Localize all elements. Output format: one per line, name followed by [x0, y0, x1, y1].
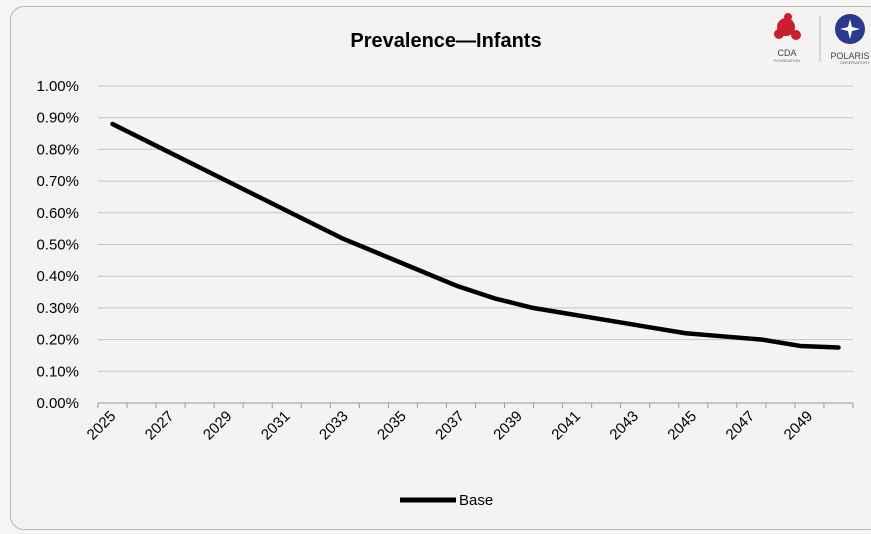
polaris-logo-subtext: OBSERVATORY — [840, 60, 870, 65]
x-tick-label: 2045 — [664, 408, 700, 444]
x-tick-label: 2037 — [432, 408, 468, 444]
cda-logo-text: CDA — [777, 48, 796, 58]
x-tick-label: 2029 — [200, 408, 236, 444]
cda-logo-subtext: FOUNDATION — [774, 58, 800, 63]
x-tick-label: 2043 — [606, 408, 642, 444]
legend: Base — [400, 492, 493, 509]
y-tick-label: 0.20% — [36, 332, 79, 349]
gridlines — [98, 85, 853, 372]
x-tick-label: 2041 — [548, 408, 584, 444]
y-tick-label: 0.40% — [36, 268, 79, 285]
y-tick-label: 1.00% — [36, 78, 79, 95]
chart-frame — [10, 6, 871, 530]
cda-foundation-logo: CDA FOUNDATION — [774, 13, 801, 63]
x-tick-label: 2035 — [374, 408, 410, 444]
y-tick-label: 0.70% — [36, 173, 79, 190]
x-tick-label: 2039 — [490, 408, 526, 444]
polaris-observatory-logo: POLARIS OBSERVATORY — [830, 14, 870, 65]
cda-logo-mark-dot — [791, 30, 801, 40]
y-axis-ticks: 0.00% 0.10% 0.20% 0.30% 0.40% 0.50% 0.60% 0.70%… — [36, 78, 79, 412]
x-tick-label: 2031 — [258, 408, 294, 444]
y-tick-label: 0.60% — [36, 205, 79, 222]
y-tick-label: 0.10% — [36, 363, 79, 380]
y-tick-label: 0.50% — [36, 237, 79, 254]
series-line-base — [110, 121, 841, 350]
chart-title: Prevalence—Infants — [350, 30, 541, 52]
cda-logo-mark-dot — [784, 13, 792, 21]
polaris-logo-text: POLARIS — [830, 51, 869, 61]
legend-label-base: Base — [459, 492, 493, 509]
cda-logo-mark-dot — [774, 29, 784, 39]
y-tick-label: 0.30% — [36, 300, 79, 317]
x-axis: 2025 2027 2029 2031 2033 2035 2037 2039 2041 2043… — [84, 402, 854, 444]
x-tick-label: 2025 — [84, 408, 120, 444]
x-tick-label: 2033 — [316, 408, 352, 444]
series-layer — [110, 121, 841, 350]
y-tick-label: 0.90% — [36, 110, 79, 127]
y-tick-label: 0.80% — [36, 141, 79, 158]
x-tick-label: 2047 — [723, 408, 759, 444]
y-tick-label: 0.00% — [36, 395, 79, 412]
x-tick-label: 2027 — [142, 408, 178, 444]
star-icon — [840, 19, 860, 39]
x-tick-label: 2049 — [781, 408, 817, 444]
